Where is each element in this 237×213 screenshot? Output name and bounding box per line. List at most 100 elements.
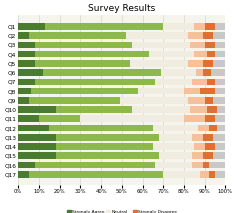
Bar xyxy=(18,162,35,168)
Bar xyxy=(194,143,205,150)
Bar xyxy=(184,88,201,94)
Bar xyxy=(138,88,184,94)
Bar xyxy=(35,79,155,85)
Bar xyxy=(188,97,205,104)
Bar xyxy=(18,125,49,131)
Bar xyxy=(205,42,215,48)
Bar xyxy=(18,60,35,67)
Bar xyxy=(194,23,205,30)
Bar xyxy=(163,171,201,178)
Bar xyxy=(149,51,194,58)
Bar xyxy=(203,134,213,141)
Bar xyxy=(35,51,149,58)
Bar xyxy=(18,134,55,141)
Bar xyxy=(211,69,225,76)
Bar xyxy=(45,23,163,30)
Bar xyxy=(18,88,31,94)
Bar xyxy=(203,162,209,168)
Bar xyxy=(132,42,190,48)
Bar xyxy=(55,106,132,113)
Bar xyxy=(192,153,203,159)
Bar xyxy=(55,143,153,150)
Bar xyxy=(213,60,225,67)
Bar xyxy=(203,60,213,67)
Bar xyxy=(18,153,55,159)
Bar xyxy=(35,162,155,168)
Bar xyxy=(161,69,196,76)
Bar xyxy=(18,51,35,58)
Bar xyxy=(215,171,225,178)
Bar xyxy=(194,51,207,58)
Bar xyxy=(205,97,213,104)
Bar xyxy=(213,32,225,39)
Bar xyxy=(209,162,225,168)
Bar xyxy=(18,97,29,104)
Bar xyxy=(215,143,225,150)
Bar xyxy=(215,23,225,30)
Bar xyxy=(18,32,29,39)
Title: Survey Results: Survey Results xyxy=(88,4,155,13)
Bar xyxy=(159,134,192,141)
Bar xyxy=(18,42,35,48)
Bar xyxy=(215,51,225,58)
Bar xyxy=(29,97,120,104)
Bar xyxy=(184,115,205,122)
Bar xyxy=(205,115,215,122)
Bar xyxy=(207,51,215,58)
Bar xyxy=(207,79,215,85)
Bar xyxy=(217,106,225,113)
Bar xyxy=(190,42,205,48)
Bar xyxy=(43,69,161,76)
Bar xyxy=(159,153,192,159)
Bar xyxy=(132,106,190,113)
Bar xyxy=(190,106,207,113)
Bar xyxy=(155,79,192,85)
Bar xyxy=(18,79,35,85)
Bar xyxy=(31,88,138,94)
Bar xyxy=(188,32,203,39)
Bar xyxy=(209,171,215,178)
Bar xyxy=(192,162,203,168)
Bar xyxy=(120,97,188,104)
Bar xyxy=(55,134,159,141)
Bar xyxy=(205,23,215,30)
Bar xyxy=(203,32,213,39)
Bar xyxy=(192,134,203,141)
Bar xyxy=(39,115,80,122)
Bar xyxy=(29,32,126,39)
Bar xyxy=(18,115,39,122)
Bar xyxy=(215,79,225,85)
Bar xyxy=(192,79,207,85)
Bar xyxy=(153,143,194,150)
Bar xyxy=(18,171,29,178)
Bar xyxy=(18,69,43,76)
Bar xyxy=(207,106,217,113)
Bar xyxy=(209,125,217,131)
Bar xyxy=(196,69,203,76)
Bar xyxy=(213,134,225,141)
Bar xyxy=(215,115,225,122)
Bar xyxy=(18,143,55,150)
Bar xyxy=(213,97,225,104)
Legend: Strongly Agree, Agree, Neutral, Disagree, Strongly Disagree, N/A: Strongly Agree, Agree, Neutral, Disagree… xyxy=(67,210,177,213)
Bar xyxy=(49,125,153,131)
Bar xyxy=(215,88,225,94)
Bar xyxy=(201,171,209,178)
Bar xyxy=(215,42,225,48)
Bar xyxy=(205,143,215,150)
Bar xyxy=(217,125,225,131)
Bar xyxy=(80,115,184,122)
Bar xyxy=(153,125,198,131)
Bar xyxy=(198,125,209,131)
Bar xyxy=(126,32,188,39)
Bar xyxy=(18,23,45,30)
Bar xyxy=(18,106,55,113)
Bar xyxy=(29,171,163,178)
Bar xyxy=(203,153,213,159)
Bar xyxy=(203,69,211,76)
Bar xyxy=(213,153,225,159)
Bar xyxy=(201,88,215,94)
Bar xyxy=(55,153,159,159)
Bar xyxy=(130,60,188,67)
Bar xyxy=(155,162,192,168)
